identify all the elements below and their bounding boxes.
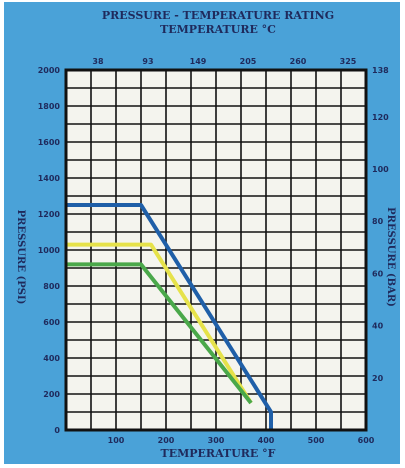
y-tick-label: 2000	[38, 66, 61, 75]
right-tick-label: 60	[372, 269, 384, 278]
y-tick-label: 1200	[38, 210, 61, 219]
top-tick-label: 325	[340, 57, 357, 66]
top-tick-label: 205	[240, 57, 257, 66]
x-tick-label: 600	[358, 436, 375, 445]
right-tick-label: 120	[372, 113, 389, 122]
right-tick-label: 20	[372, 374, 384, 383]
y-tick-label: 1600	[38, 138, 61, 147]
x-tick-label: 300	[208, 436, 225, 445]
y-tick-label: 1400	[38, 174, 61, 183]
top-tick-label: 149	[190, 57, 207, 66]
right-tick-label: 80	[372, 217, 384, 226]
y-axis-label-right: PRESSURE (BAR)	[385, 207, 396, 307]
right-tick-label: 100	[372, 165, 389, 174]
y-tick-label: 1000	[38, 246, 61, 255]
x-tick-label: 200	[158, 436, 175, 445]
x-tick-label: 500	[308, 436, 325, 445]
x-tick-label: 400	[258, 436, 275, 445]
series-line-1	[66, 203, 273, 430]
series-line-3	[66, 262, 253, 405]
series-line-2	[66, 242, 253, 405]
y-tick-label: 1800	[38, 102, 61, 111]
x-axis-label: TEMPERATURE °F	[161, 447, 276, 460]
x-tick-label: 100	[108, 436, 125, 445]
chart-frame: PRESSURE - TEMPERATURE RATING TEMPERATUR…	[4, 2, 400, 464]
y-tick-label: 600	[43, 318, 60, 327]
y-tick-label: 800	[43, 282, 60, 291]
y-axis-label-left: PRESSURE (PSI)	[15, 210, 26, 305]
top-tick-label: 38	[92, 57, 104, 66]
pressure-temperature-chart: PRESSURE - TEMPERATURE RATING TEMPERATUR…	[15, 9, 396, 460]
right-tick-label: 40	[372, 322, 384, 331]
plot-border	[64, 68, 368, 432]
chart-subtitle: TEMPERATURE °C	[160, 23, 276, 36]
right-tick-label: 138	[372, 66, 389, 75]
chart-title: PRESSURE - TEMPERATURE RATING	[102, 9, 334, 22]
y-tick-label: 0	[54, 426, 60, 435]
y-tick-label: 200	[43, 390, 60, 399]
y-tick-label: 400	[43, 354, 60, 363]
top-tick-label: 260	[290, 57, 307, 66]
top-tick-label: 93	[142, 57, 153, 66]
